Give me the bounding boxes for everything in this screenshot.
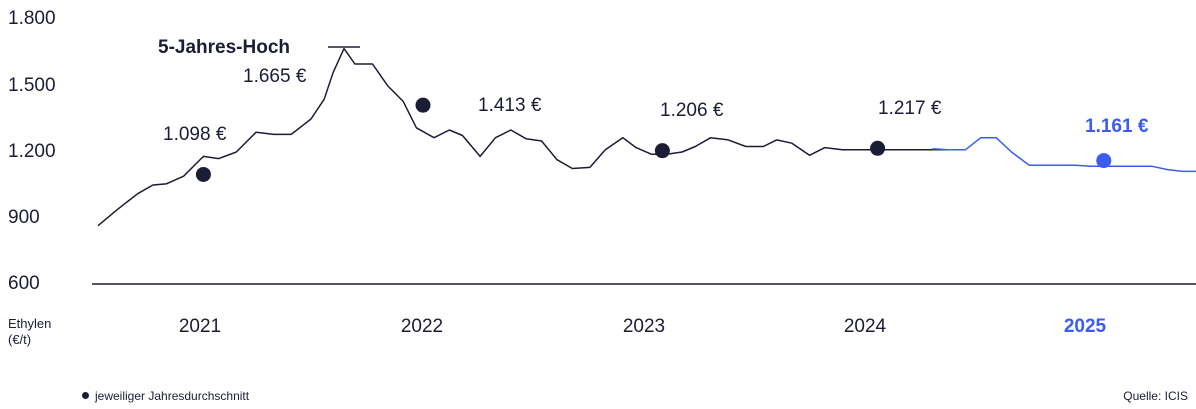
average-dot: [415, 97, 431, 113]
average-dot: [654, 143, 670, 159]
peak-value-label: 1.665 €: [243, 66, 307, 87]
y-unit-label-line2: (€/t): [8, 332, 32, 347]
y-unit-label-line1: Ethylen: [8, 316, 52, 331]
x-tick-label: 2021: [178, 316, 222, 337]
x-tick-label: 2025: [1063, 316, 1107, 337]
average-dot: [195, 166, 211, 182]
y-tick-label: 1.800: [8, 8, 56, 29]
average-label: 1.161 €: [1085, 116, 1149, 137]
legend: jeweiliger Jahresdurchschnitt: [82, 389, 249, 403]
annual-average-dots: [195, 97, 1112, 182]
average-label: 1.217 €: [878, 98, 942, 119]
x-tick-label: 2022: [400, 316, 444, 337]
series-line-2025: [932, 136, 1196, 173]
y-tick-label: 1.200: [8, 141, 56, 162]
y-unit-label: Ethylen (€/t): [8, 316, 51, 348]
series-line-2021-2024: [97, 47, 948, 227]
average-dot: [1096, 153, 1112, 169]
average-label: 1.413 €: [478, 95, 542, 116]
legend-text: jeweiliger Jahresdurchschnitt: [95, 389, 250, 403]
legend-dot-icon: [82, 392, 89, 399]
x-tick-label: 2023: [622, 316, 666, 337]
average-label: 1.098 €: [163, 124, 227, 145]
average-dot: [870, 140, 886, 156]
y-tick-label: 1.500: [8, 75, 56, 96]
peak-title: 5-Jahres-Hoch: [158, 37, 290, 58]
source-note: Quelle: ICIS: [1123, 389, 1188, 403]
average-label: 1.206 €: [660, 100, 724, 121]
x-tick-label: 2024: [843, 316, 887, 337]
y-tick-label: 900: [8, 207, 40, 228]
y-tick-label: 600: [8, 273, 40, 294]
